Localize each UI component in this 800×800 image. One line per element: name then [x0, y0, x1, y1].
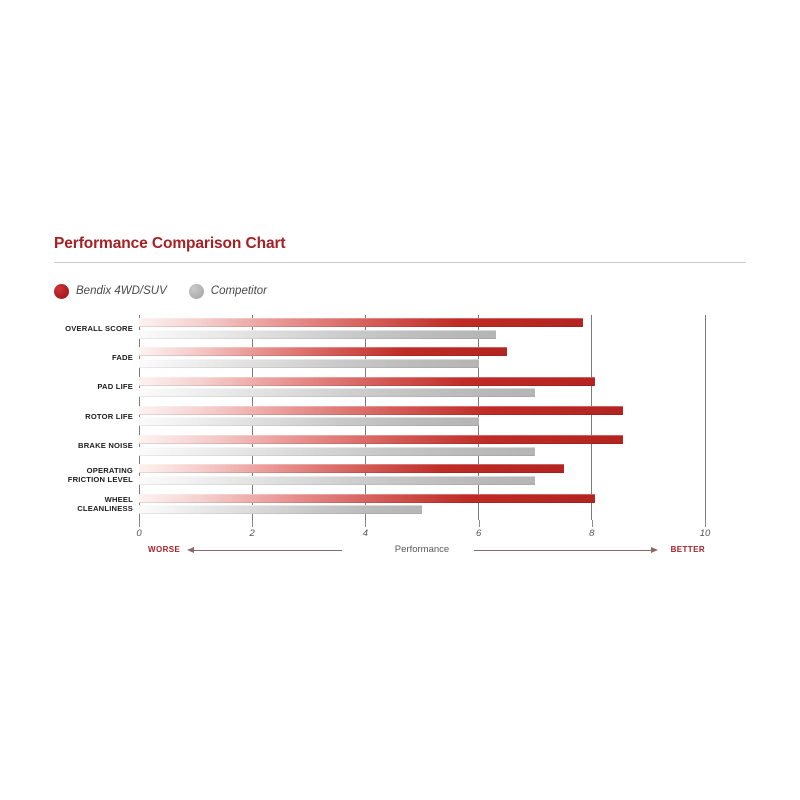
gridline	[591, 315, 593, 520]
arrow-left-line	[194, 550, 342, 551]
scale-worse-label: WORSE	[148, 545, 181, 554]
category-label: WHEEL CLEANLINESS	[77, 494, 133, 514]
bar-rows	[139, 315, 705, 520]
bar-competitor	[139, 475, 536, 485]
axis-tick	[705, 520, 706, 527]
bar-row	[139, 315, 705, 344]
category-label: OPERATING FRICTION LEVEL	[67, 465, 133, 485]
axis-tick	[365, 520, 367, 527]
category-label: BRAKE NOISE	[78, 441, 133, 451]
filled-circle-icon	[188, 283, 204, 299]
legend-item-competitor: Competitor	[188, 283, 268, 299]
legend-label: Bendix 4WD/SUV	[76, 285, 167, 297]
bar-row	[139, 374, 705, 403]
bar-bendix	[139, 405, 623, 415]
category-label: OVERALL SCORE	[65, 323, 133, 333]
bar-row	[139, 403, 705, 432]
legend-label: Competitor	[210, 285, 268, 297]
legend-item-bendix: Bendix 4WD/SUV	[54, 283, 167, 299]
axis-tick	[252, 520, 254, 527]
bar-row	[139, 461, 705, 490]
filled-circle-icon	[54, 283, 69, 299]
bar-bendix	[139, 376, 595, 386]
page-title: Performance Comparison Chart	[54, 235, 286, 252]
bar-row	[139, 491, 705, 520]
axis-tick	[139, 520, 140, 527]
axis-tick	[591, 520, 593, 527]
axis-tick-label: 4	[362, 528, 369, 539]
bar-bendix	[139, 435, 623, 445]
bar-bendix	[139, 464, 564, 474]
category-label: FADE	[111, 353, 133, 363]
category-label: PAD LIFE	[97, 382, 133, 392]
axis-tick	[478, 520, 480, 527]
gridline	[478, 315, 480, 520]
bar-competitor	[139, 329, 496, 339]
arrow-right-line	[474, 550, 652, 551]
bar-competitor	[139, 505, 422, 515]
value-axis: 0 2 4 6 8 10	[136, 520, 710, 542]
title-divider	[54, 262, 746, 263]
performance-scale-annotation: WORSE Performance BETTER	[139, 544, 705, 558]
axis-tick-label: 0	[136, 528, 142, 539]
bar-row	[139, 344, 705, 373]
bar-bendix	[139, 347, 507, 357]
bar-competitor	[139, 446, 536, 456]
plot-area	[139, 315, 706, 520]
bar-competitor	[139, 388, 536, 398]
axis-title: Performance	[394, 544, 450, 555]
category-label: ROTOR LIFE	[85, 411, 133, 421]
gridline	[704, 315, 706, 520]
bar-bendix	[139, 318, 584, 327]
bar-competitor	[139, 358, 479, 368]
bar-bendix	[139, 493, 595, 503]
category-axis-labels: OVERALL SCORE FADE PAD LIFE ROTOR LIFE BRAKE…	[40, 315, 133, 520]
axis-tick-label: 6	[475, 528, 482, 539]
chart-legend: Bendix 4WD/SUV Competitor	[54, 282, 289, 300]
axis-tick-label: 2	[249, 528, 255, 539]
bar-row	[139, 432, 705, 461]
arrow-left-icon	[187, 546, 194, 553]
axis-tick-label: 10	[699, 528, 711, 539]
bar-competitor	[139, 417, 479, 427]
scale-better-label: BETTER	[670, 545, 705, 554]
arrow-right-icon	[651, 546, 658, 553]
axis-tick-label: 8	[589, 528, 595, 539]
